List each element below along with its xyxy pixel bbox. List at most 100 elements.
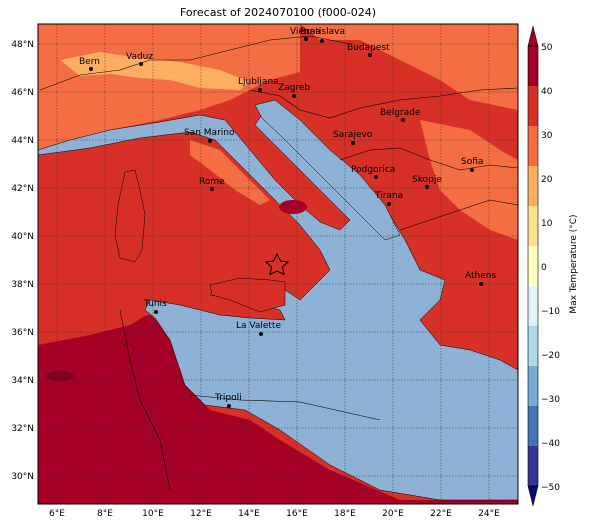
calabria-hotspot — [279, 200, 307, 214]
lon-tick: 6°E — [49, 509, 65, 519]
colorbar-segment — [528, 406, 538, 446]
city-dot — [154, 310, 158, 314]
city-label-rome: Rome — [199, 177, 225, 187]
city-label-podgorica: Podgorica — [351, 165, 395, 175]
italy-apennine-zone — [190, 140, 270, 205]
city-dot — [387, 202, 391, 206]
city-label-la-valette: La Valette — [236, 321, 281, 331]
cbar-tick: 20 — [541, 175, 553, 185]
lon-tick: 22°E — [430, 509, 452, 519]
lat-tick: 42°N — [11, 184, 34, 194]
north-warm-zone — [38, 24, 518, 150]
lat-tick: 44°N — [11, 136, 34, 146]
location-star-icon — [264, 252, 290, 276]
lon-tick-labels: 6°E 8°E 10°E 12°E 14°E 16°E 18°E 20°E 22… — [49, 509, 500, 519]
city-label-ljubljana: Ljubljana — [238, 77, 279, 87]
cbar-tick: −40 — [541, 439, 560, 449]
lon-tick: 12°E — [190, 509, 212, 519]
graticule — [38, 24, 518, 504]
colorbar-label: Max Temperature (°C) — [569, 214, 579, 313]
algeria-hotspot — [46, 371, 74, 381]
city-label-zagreb: Zagreb — [278, 83, 310, 93]
lat-tick: 32°N — [11, 424, 34, 434]
city-dot — [374, 175, 378, 179]
corsica-sardinia — [114, 169, 146, 263]
city-dot — [258, 88, 262, 92]
lat-tick-labels: 48°N 46°N 44°N 42°N 40°N 38°N 36°N 34°N … — [11, 40, 34, 482]
city-dot — [479, 282, 483, 286]
city-dot — [425, 185, 429, 189]
city-dot — [304, 37, 308, 41]
country-borders — [39, 35, 518, 491]
city-dot — [259, 332, 263, 336]
city-dot — [208, 139, 212, 143]
lon-tick: 10°E — [142, 509, 164, 519]
city-label-tirana: Tirana — [374, 191, 403, 201]
colorbar-segment — [528, 206, 538, 246]
colorbar-frame — [527, 45, 539, 487]
city-dot — [470, 168, 474, 172]
tunisia-warm — [38, 298, 155, 345]
cbar-tick: −10 — [541, 307, 560, 317]
city-label-bratislava: Bratislava — [300, 27, 345, 37]
city-dot — [368, 53, 372, 57]
city-label-athens: Athens — [465, 271, 496, 281]
lat-tick: 30°N — [11, 472, 34, 482]
lat-tick: 38°N — [11, 280, 34, 290]
lon-tick: 18°E — [334, 509, 356, 519]
lat-tick: 34°N — [11, 376, 34, 386]
city-label-vienna: Vienna — [290, 27, 321, 37]
alps-mild-zone — [60, 52, 250, 90]
map-frame — [37, 23, 519, 505]
city-dot — [89, 67, 93, 71]
colorbar-segment — [528, 46, 538, 86]
lon-tick: 16°E — [286, 509, 308, 519]
map-area — [38, 24, 518, 504]
city-dot — [227, 404, 231, 408]
cbar-tick: 40 — [541, 87, 553, 97]
lat-tick: 48°N — [11, 40, 34, 50]
lon-tick: 8°E — [97, 509, 113, 519]
city-dot — [292, 94, 296, 98]
cbar-tick: −50 — [541, 483, 560, 493]
city-label-belgrade: Belgrade — [380, 108, 421, 118]
cbar-tick: −20 — [541, 351, 560, 361]
cbar-tick: −30 — [541, 395, 560, 405]
city-label-skopje: Skopje — [412, 175, 442, 185]
colorbar-segment — [528, 366, 538, 406]
balkan-mild-zone — [420, 120, 518, 240]
cbar-tick: 30 — [541, 131, 553, 141]
city-dot — [210, 187, 214, 191]
colorbar-segment — [528, 246, 538, 286]
adriatic-sea — [254, 99, 401, 241]
city-label-tripoli: Tripoli — [214, 393, 242, 403]
city-dot — [351, 141, 355, 145]
city-label-sarajevo: Sarajevo — [333, 130, 373, 140]
colorbar-segment — [528, 286, 538, 326]
city-dot — [139, 62, 143, 66]
cbar-tick: 10 — [541, 219, 553, 229]
lon-tick: 24°E — [478, 509, 500, 519]
colorbar-ticks: 50 40 30 20 10 0 −10 −20 −30 −40 −50 — [541, 43, 560, 493]
city-dot — [320, 39, 324, 43]
colorbar — [527, 25, 539, 507]
city-label-bern: Bern — [79, 57, 100, 67]
sicily — [209, 277, 286, 313]
colorbar-min-arrow — [527, 485, 539, 507]
lat-tick: 36°N — [11, 328, 34, 338]
city-label-san-marino: San Marino — [184, 128, 235, 138]
colorbar-segment — [528, 126, 538, 166]
city-label-tunis: Tunis — [143, 299, 167, 309]
lon-tick: 14°E — [238, 509, 260, 519]
city-label-sofia: Sofia — [461, 157, 483, 167]
lon-tick: 20°E — [382, 509, 404, 519]
map-title: Forecast of 2024070100 (f000-024) — [179, 6, 377, 19]
colorbar-max-arrow — [527, 25, 539, 47]
cbar-tick: 50 — [541, 43, 553, 53]
cbar-tick: 0 — [541, 263, 547, 273]
city-markers: Bern Vaduz Vienna Bratislava Budapest Lj… — [79, 27, 496, 408]
colorbar-segment — [528, 166, 538, 206]
city-label-vaduz: Vaduz — [126, 52, 153, 62]
colorbar-segment — [528, 86, 538, 126]
